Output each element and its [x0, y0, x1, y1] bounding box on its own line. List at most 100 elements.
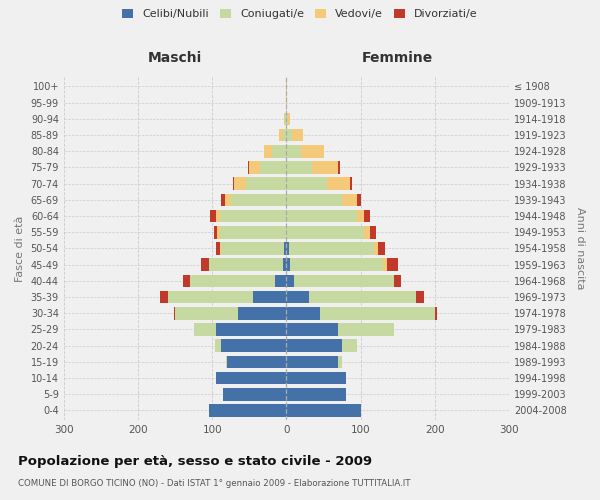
Bar	[338, 356, 342, 368]
Bar	[209, 258, 283, 271]
Bar	[301, 145, 323, 158]
Bar	[383, 258, 386, 271]
Bar	[286, 80, 287, 92]
Bar	[286, 372, 346, 384]
Bar	[313, 161, 338, 173]
Bar	[286, 404, 361, 416]
Bar	[250, 161, 260, 173]
Bar	[248, 161, 250, 173]
Bar	[227, 356, 286, 368]
Bar	[308, 290, 416, 304]
Bar	[216, 372, 286, 384]
Text: Femmine: Femmine	[362, 52, 433, 66]
Bar	[216, 323, 286, 336]
Bar	[370, 226, 376, 238]
Bar	[386, 258, 398, 271]
Bar	[214, 226, 217, 238]
Bar	[160, 290, 167, 304]
Bar	[220, 242, 221, 254]
Bar	[283, 128, 286, 141]
Bar	[286, 356, 338, 368]
Bar	[286, 178, 327, 190]
Bar	[327, 178, 350, 190]
Bar	[285, 112, 286, 125]
Bar	[286, 226, 364, 238]
Bar	[182, 274, 190, 287]
Bar	[233, 178, 235, 190]
Bar	[342, 194, 357, 206]
Bar	[253, 290, 286, 304]
Bar	[286, 96, 287, 109]
Bar	[289, 242, 374, 254]
Bar	[286, 242, 289, 254]
Bar	[210, 210, 216, 222]
Bar	[238, 307, 286, 320]
Text: Maschi: Maschi	[148, 52, 202, 66]
Bar	[215, 340, 221, 352]
Bar	[221, 242, 284, 254]
Bar	[286, 307, 320, 320]
Bar	[173, 307, 175, 320]
Bar	[216, 210, 220, 222]
Bar	[286, 258, 290, 271]
Bar	[357, 210, 364, 222]
Bar	[290, 258, 383, 271]
Bar	[221, 194, 225, 206]
Bar	[286, 210, 357, 222]
Text: COMUNE DI BORGO TICINO (NO) - Dati ISTAT 1° gennaio 2009 - Elaborazione TUTTITAL: COMUNE DI BORGO TICINO (NO) - Dati ISTAT…	[18, 478, 410, 488]
Bar	[286, 290, 308, 304]
Bar	[209, 404, 286, 416]
Bar	[190, 274, 275, 287]
Bar	[221, 340, 286, 352]
Bar	[220, 226, 286, 238]
Bar	[364, 210, 370, 222]
Bar	[286, 388, 346, 400]
Bar	[357, 194, 361, 206]
Bar	[264, 145, 272, 158]
Bar	[338, 161, 340, 173]
Bar	[338, 323, 394, 336]
Bar	[217, 226, 220, 238]
Bar	[286, 194, 342, 206]
Bar	[284, 112, 285, 125]
Bar	[279, 128, 283, 141]
Bar	[394, 274, 401, 287]
Bar	[284, 242, 286, 254]
Bar	[286, 145, 301, 158]
Bar	[286, 323, 338, 336]
Bar	[292, 128, 304, 141]
Bar	[272, 145, 286, 158]
Bar	[286, 112, 288, 125]
Bar	[275, 274, 286, 287]
Bar	[374, 242, 378, 254]
Bar	[175, 307, 238, 320]
Bar	[364, 226, 370, 238]
Bar	[286, 340, 342, 352]
Bar	[245, 178, 286, 190]
Bar	[378, 242, 385, 254]
Y-axis label: Fasce di età: Fasce di età	[15, 215, 25, 282]
Bar	[286, 161, 313, 173]
Bar	[194, 323, 216, 336]
Bar	[286, 274, 294, 287]
Bar	[223, 388, 286, 400]
Bar	[294, 274, 394, 287]
Bar	[416, 290, 424, 304]
Bar	[216, 242, 220, 254]
Bar	[283, 258, 286, 271]
Y-axis label: Anni di nascita: Anni di nascita	[575, 207, 585, 290]
Bar	[235, 178, 245, 190]
Bar	[201, 258, 209, 271]
Text: Popolazione per età, sesso e stato civile - 2009: Popolazione per età, sesso e stato civil…	[18, 454, 372, 468]
Bar	[225, 194, 231, 206]
Bar	[226, 356, 227, 368]
Bar	[320, 307, 435, 320]
Bar	[231, 194, 286, 206]
Bar	[260, 161, 286, 173]
Bar	[286, 128, 292, 141]
Bar	[288, 112, 290, 125]
Bar	[350, 178, 352, 190]
Legend: Celibi/Nubili, Coniugati/e, Vedovi/e, Divorziati/e: Celibi/Nubili, Coniugati/e, Vedovi/e, Di…	[119, 6, 481, 22]
Bar	[435, 307, 437, 320]
Bar	[220, 210, 286, 222]
